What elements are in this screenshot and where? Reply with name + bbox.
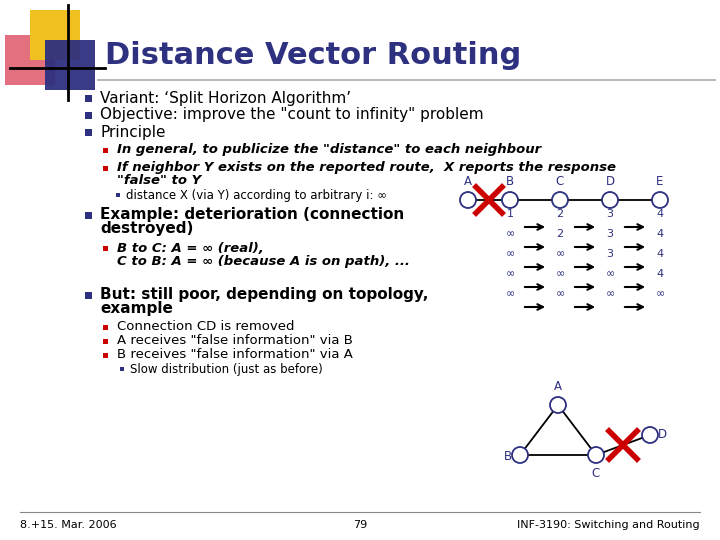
Circle shape [588,447,604,463]
Text: destroyed): destroyed) [100,221,194,237]
Text: Connection CD is removed: Connection CD is removed [117,321,294,334]
Polygon shape [30,10,80,60]
Text: 4: 4 [657,269,664,279]
Text: 3: 3 [606,249,613,259]
Text: ∞: ∞ [606,289,615,299]
Text: ∞: ∞ [655,289,665,299]
Bar [102,246,107,251]
Text: Objective: improve the "count to infinity" problem: Objective: improve the "count to infinit… [100,107,484,123]
Text: Distance Vector Routing: Distance Vector Routing [105,40,521,70]
Text: Principle: Principle [100,125,166,139]
Text: B receives "false information" via A: B receives "false information" via A [117,348,353,361]
Bar [120,367,124,371]
Text: ∞: ∞ [505,269,515,279]
Text: A receives "false information" via B: A receives "false information" via B [117,334,353,348]
Text: ∞: ∞ [555,269,564,279]
Bar [116,193,120,197]
Circle shape [550,397,566,413]
Bar [84,129,91,136]
Text: ∞: ∞ [606,269,615,279]
Text: C: C [556,175,564,188]
Text: 4: 4 [657,229,664,239]
Text: 4: 4 [657,249,664,259]
Bar [102,339,107,343]
Text: B to C: A = ∞ (real),: B to C: A = ∞ (real), [117,241,264,254]
Text: example: example [100,301,173,316]
Text: ∞: ∞ [555,289,564,299]
Polygon shape [45,40,95,90]
Text: If neighbor Y exists on the reported route,  X reports the response: If neighbor Y exists on the reported rou… [117,161,616,174]
Bar [102,147,107,152]
Text: INF-3190: Switching and Routing: INF-3190: Switching and Routing [518,520,700,530]
Text: 1: 1 [506,209,513,219]
Text: ∞: ∞ [555,249,564,259]
Polygon shape [5,35,55,85]
Bar [84,212,91,219]
Text: A: A [554,380,562,393]
Circle shape [502,192,518,208]
Text: Variant: ‘Split Horizon Algorithm’: Variant: ‘Split Horizon Algorithm’ [100,91,351,105]
Circle shape [460,192,476,208]
Text: distance X (via Y) according to arbitrary i: ∞: distance X (via Y) according to arbitrar… [126,188,387,201]
Text: D: D [657,429,667,442]
Bar [84,292,91,299]
Bar [84,94,91,102]
Bar [102,353,107,357]
Circle shape [512,447,528,463]
Text: 3: 3 [606,209,613,219]
Bar [84,111,91,118]
Bar [102,165,107,171]
Bar [102,325,107,329]
Text: In general, to publicize the "distance" to each neighbour: In general, to publicize the "distance" … [117,144,541,157]
Text: C to B: A = ∞ (because A is on path), ...: C to B: A = ∞ (because A is on path), ..… [117,254,410,267]
Text: A: A [464,175,472,188]
Text: ∞: ∞ [505,249,515,259]
Text: "false" to Y: "false" to Y [117,174,202,187]
Text: C: C [592,467,600,480]
Text: E: E [657,175,664,188]
Text: D: D [606,175,615,188]
Text: Example: deterioration (connection: Example: deterioration (connection [100,207,404,222]
Text: 4: 4 [657,209,664,219]
Circle shape [602,192,618,208]
Text: 79: 79 [353,520,367,530]
Text: But: still poor, depending on topology,: But: still poor, depending on topology, [100,287,428,302]
Text: 2: 2 [557,209,564,219]
Text: B: B [504,450,512,463]
Text: Slow distribution (just as before): Slow distribution (just as before) [130,362,323,375]
Text: ∞: ∞ [505,229,515,239]
Text: 8.+15. Mar. 2006: 8.+15. Mar. 2006 [20,520,117,530]
Text: ∞: ∞ [505,289,515,299]
Text: B: B [506,175,514,188]
Text: 3: 3 [606,229,613,239]
Circle shape [552,192,568,208]
Text: 2: 2 [557,229,564,239]
Circle shape [642,427,658,443]
Circle shape [652,192,668,208]
